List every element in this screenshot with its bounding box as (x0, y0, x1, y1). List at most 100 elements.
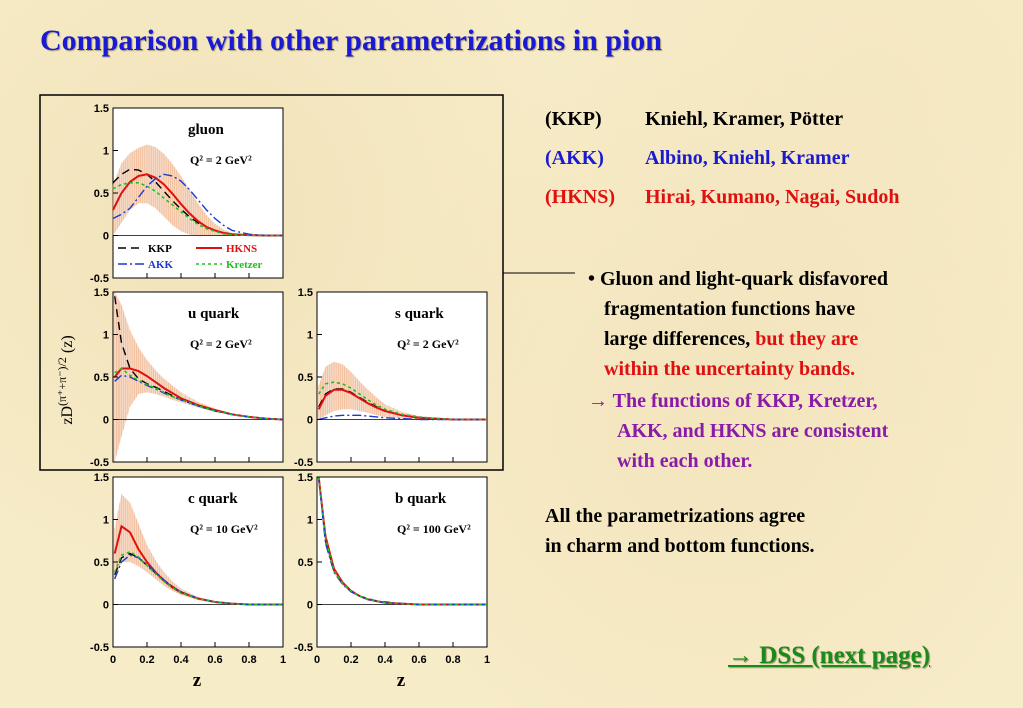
y-tick-label: 0.5 (298, 557, 313, 569)
y-tick-label: -0.5 (294, 642, 313, 654)
series-akk-gluon (112, 173, 283, 237)
y-tick-label: 0.5 (94, 557, 109, 569)
y-tick-label: 0.5 (298, 372, 313, 384)
agree-line2: in charm and bottom functions. (545, 535, 815, 557)
plot-area-b (316, 476, 488, 648)
y-tick-label: 0 (103, 231, 109, 243)
x-tick-label: 0 (314, 654, 320, 666)
panel-s: -0.5 0 0.5 1 1.5 s quark Q² = 2 GeV² (294, 287, 488, 469)
y-tick-label: 0 (307, 415, 313, 427)
panel-scale-s: Q² = 2 GeV² (397, 337, 459, 351)
ref-akk: (AKK) Albino, Kniehl, Kramer (545, 147, 849, 170)
y-tick-label: 1.5 (298, 287, 313, 299)
series-kretzer-u (114, 367, 284, 421)
series-hkns-s (317, 388, 487, 421)
legend-label-kkp: KKP (148, 243, 172, 255)
panel-label-c: c quark (188, 491, 238, 507)
panel-scale-u: Q² = 2 GeV² (190, 337, 252, 351)
x-tick-label: 1 (280, 654, 286, 666)
y-tick-label: 0 (103, 415, 109, 427)
bullet-line3b: but they are (755, 328, 859, 350)
x-tick-label: 0.8 (445, 654, 460, 666)
y-tick-label: -0.5 (294, 457, 313, 469)
plot-area-u (112, 291, 284, 463)
panel-gluon: -0.5 0 0.5 1 1.5 gluon Q² = 2 GeV² (90, 103, 284, 285)
arrow-line1: → The functions of KKP, Kretzer, (588, 390, 878, 412)
y-axis-label-sup: (π⁺+π⁻)/2 (55, 357, 69, 406)
y-tick-label: 1 (307, 330, 313, 342)
y-tick-label: 1 (307, 515, 313, 527)
bullet-line4: within the uncertainty bands. (604, 358, 856, 380)
x-tick-label: 0.2 (139, 654, 154, 666)
x-tick-label: 0.4 (377, 654, 393, 666)
uncertainty-band-c (114, 494, 283, 605)
panel-label-u: u quark (188, 306, 240, 322)
y-tick-label: 1.5 (94, 287, 109, 299)
x-tick-label: 0.8 (241, 654, 256, 666)
y-tick-label: 1 (103, 515, 109, 527)
panel-u: -0.5 0 0.5 1 1.5 u quark Q² = 2 GeV² (90, 287, 284, 469)
bullet-line1: • Gluon and light-quark disfavored (588, 268, 889, 290)
panel-label-gluon: gluon (188, 122, 225, 138)
x-tick-label: 0.4 (173, 654, 189, 666)
y-tick-label: 1.5 (298, 472, 313, 484)
y-tick-label: -0.5 (90, 457, 109, 469)
x-axis-label: z (397, 670, 406, 691)
ref-hkns: (HKNS) Hirai, Kumano, Nagai, Sudoh (545, 186, 900, 209)
y-tick-label: 0.5 (94, 188, 109, 200)
panel-scale-c: Q² = 10 GeV² (190, 522, 258, 536)
panel-scale-gluon: Q² = 2 GeV² (190, 153, 252, 167)
agree-line1: All the parametrizations agree (545, 505, 806, 527)
x-tick-label: 0.6 (207, 654, 222, 666)
ref-kkp-names: Kniehl, Kramer, Pötter (645, 108, 844, 130)
arrow-line3: with each other. (617, 450, 753, 472)
x-axis-label: z (193, 670, 202, 691)
ref-hkns-names: Hirai, Kumano, Nagai, Sudoh (645, 186, 900, 208)
y-tick-label: 1 (103, 330, 109, 342)
y-axis-label-main: zD (59, 406, 76, 425)
bullet-line2: fragmentation functions have (604, 298, 856, 320)
ref-kkp: (KKP) Kniehl, Kramer, Pötter (545, 108, 843, 131)
y-tick-label: 0 (103, 600, 109, 612)
page-title: Comparison with other parametrizations i… (40, 24, 662, 57)
series-akk-s (318, 414, 487, 421)
y-axis-label-tail: (z) (59, 335, 76, 357)
y-tick-label: -0.5 (90, 642, 109, 654)
ref-kkp-abbr: (KKP) (545, 108, 602, 130)
legend-label-akk: AKK (148, 259, 174, 271)
series-akk-b (318, 476, 487, 606)
series-kretzer-c (113, 550, 283, 606)
ref-hkns-abbr: (HKNS) (545, 186, 615, 208)
y-tick-label: -0.5 (90, 273, 109, 285)
panel-label-s: s quark (395, 306, 444, 322)
y-axis-label: zD(π⁺+π⁻)/2 (z) (55, 335, 76, 424)
y-tick-label: 0.5 (94, 372, 109, 384)
plot-area-s (316, 291, 488, 463)
x-tick-label: 0 (110, 654, 116, 666)
series-kretzer-gluon (112, 182, 283, 237)
panel-scale-b: Q² = 100 GeV² (397, 522, 471, 536)
y-tick-label: 1.5 (94, 103, 109, 115)
plot-area-c (112, 476, 284, 648)
uncertainty-band-s (318, 361, 487, 420)
ref-akk-names: Albino, Kniehl, Kramer (645, 147, 850, 169)
bullet-line3: large differences, but they are (604, 328, 858, 351)
y-tick-label: 0 (307, 600, 313, 612)
arrow-line2: AKK, and HKNS are consistent (617, 420, 889, 442)
panel-label-b: b quark (395, 491, 447, 507)
x-tick-label: 0.6 (411, 654, 426, 666)
bullet-line3a: large differences, (604, 328, 756, 350)
y-tick-label: 1.5 (94, 472, 109, 484)
highlight-frame (39, 94, 504, 471)
dss-next-page-link[interactable]: → DSS (next page) (728, 642, 931, 669)
x-tick-label: 0.2 (343, 654, 358, 666)
legend-label-kretzer: Kretzer (226, 259, 263, 271)
legend: KKP HKNS AKK Kretzer (118, 243, 263, 271)
x-tick-label: 1 (484, 654, 490, 666)
legend-label-hkns: HKNS (226, 243, 257, 255)
ref-akk-abbr: (AKK) (545, 147, 604, 169)
y-tick-label: 1 (103, 146, 109, 158)
